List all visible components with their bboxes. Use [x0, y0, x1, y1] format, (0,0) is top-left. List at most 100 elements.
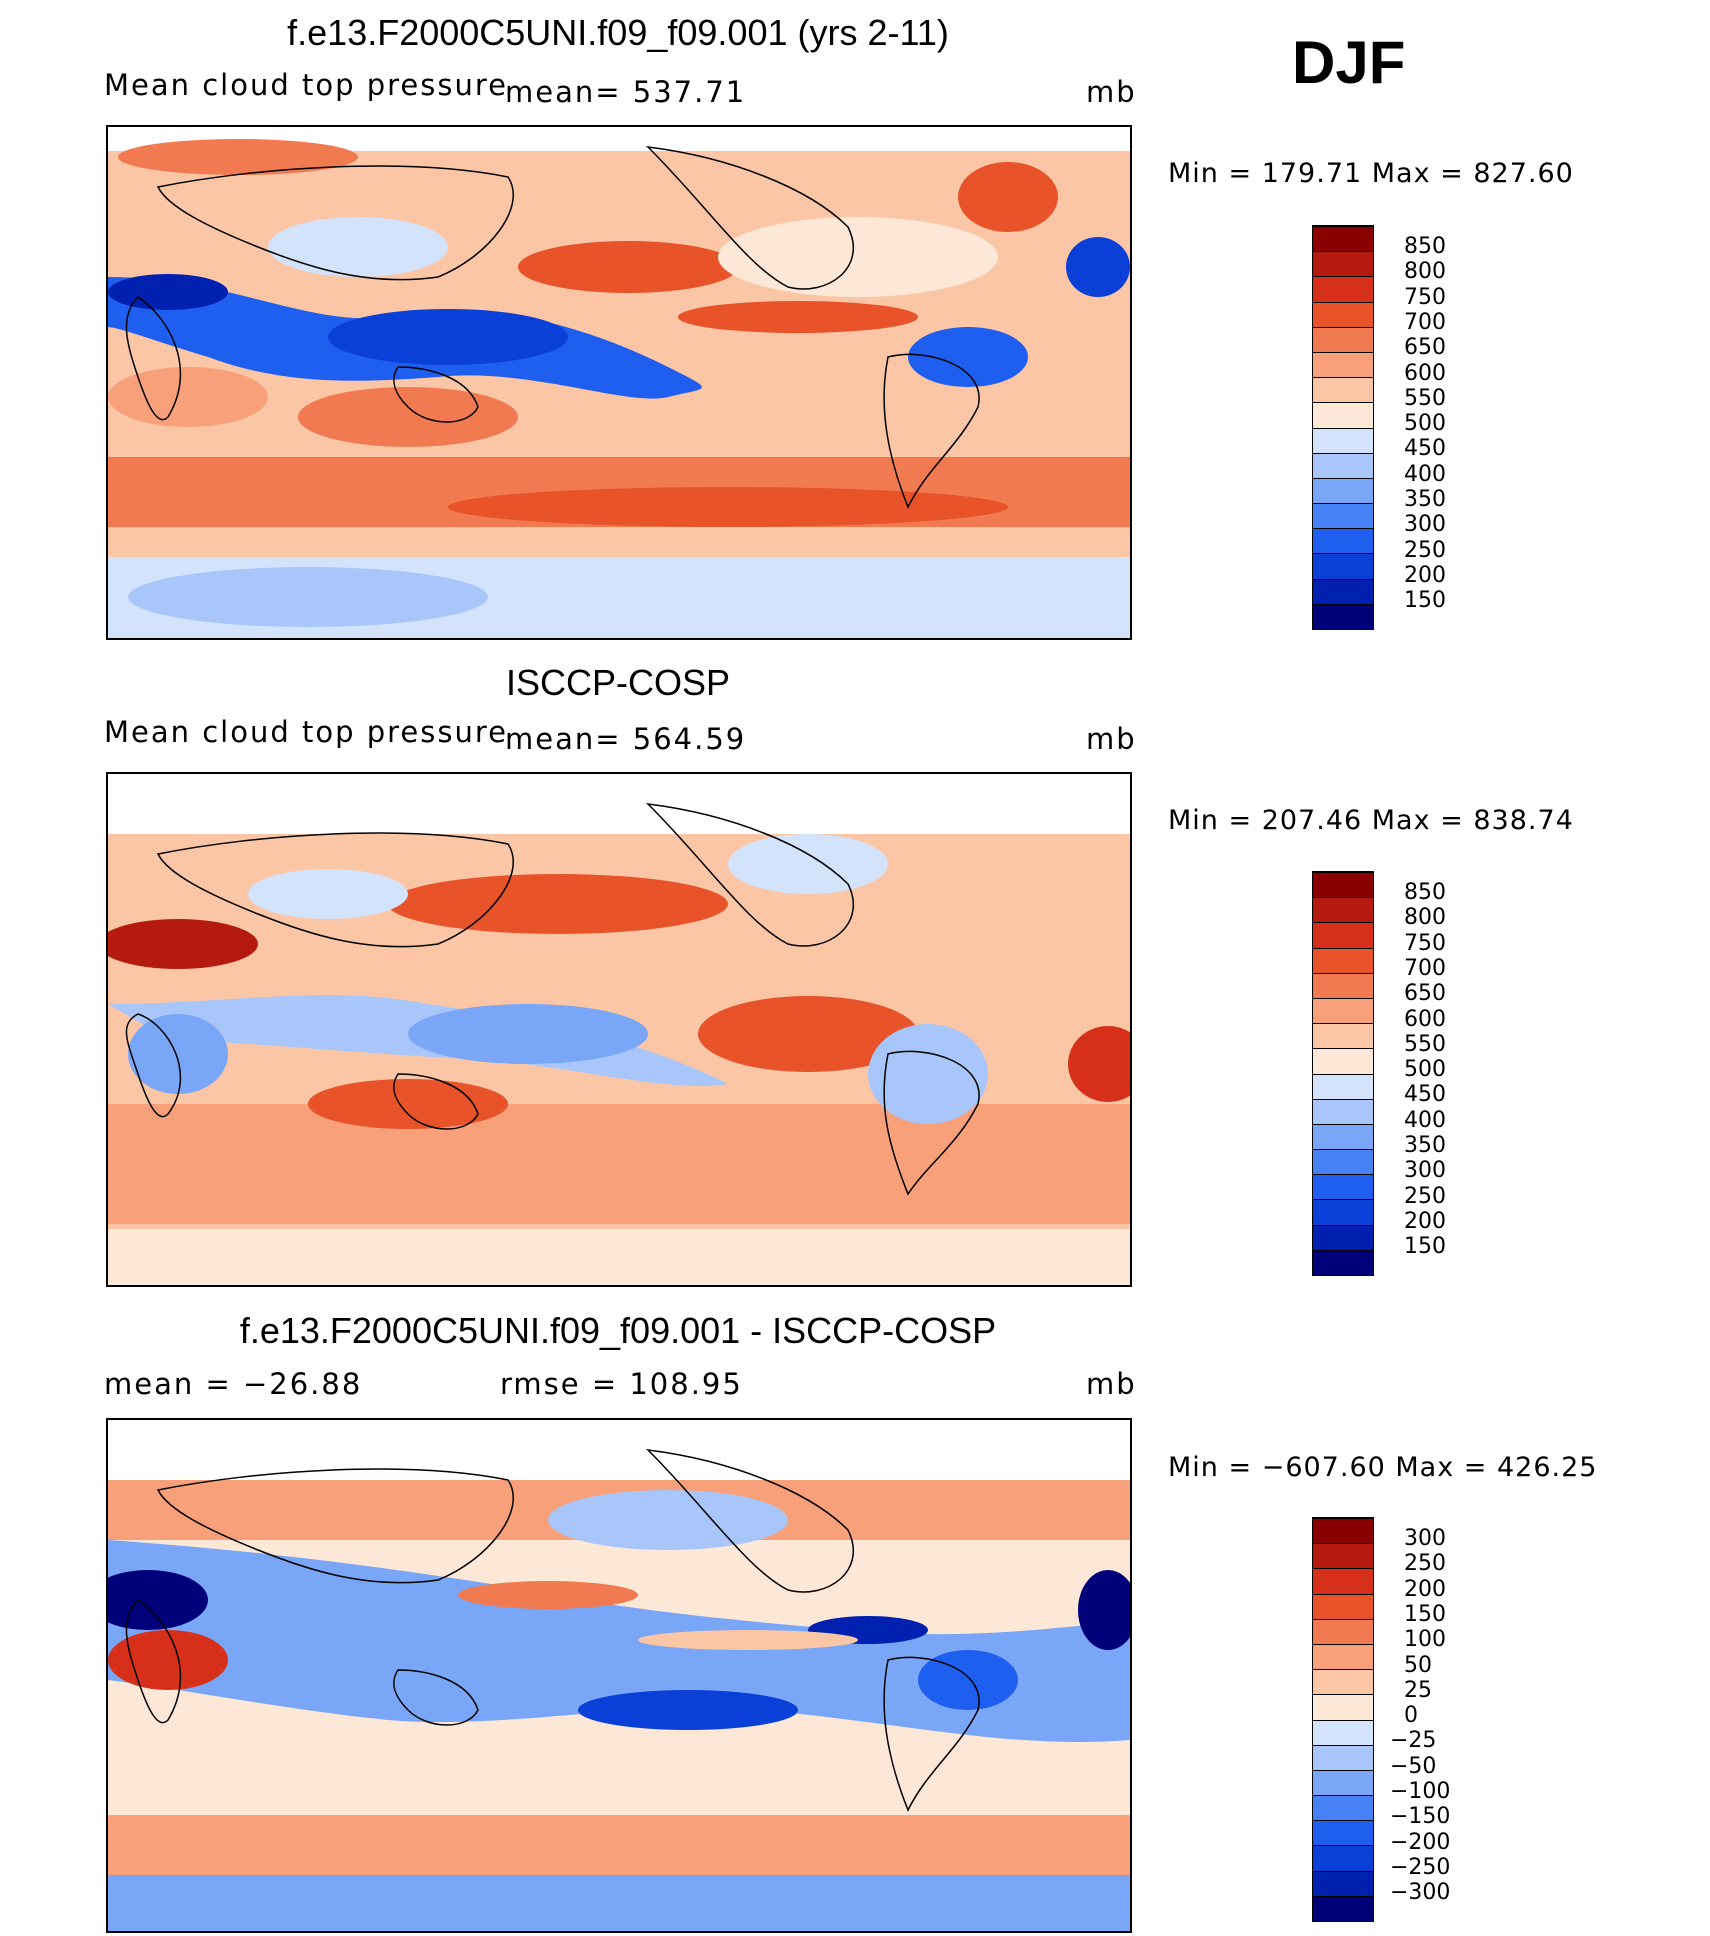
colorbar-tick-label: 250	[1404, 537, 1446, 563]
colorbar-swatch	[1313, 1543, 1373, 1569]
colorbar-tick-label: 200	[1404, 1208, 1446, 1234]
colorbar-swatch	[1313, 1769, 1373, 1796]
colorbar-tick-label: 550	[1404, 1031, 1446, 1057]
colorbar-tick-label: 450	[1404, 436, 1446, 462]
colorbar-swatch	[1313, 1249, 1373, 1275]
panel-1-variable-label: Mean cloud top pressure	[104, 68, 508, 102]
africa-convection	[128, 1014, 228, 1094]
coastlines	[125, 145, 980, 509]
colorbar-swatch	[1313, 276, 1373, 302]
amazon-convection	[868, 1024, 988, 1124]
no-data-region	[108, 1420, 1130, 1480]
colorbar-tick-label: 850	[1404, 880, 1446, 905]
colorbar-tick-label: 700	[1404, 309, 1446, 335]
atlantic-convection	[1066, 237, 1130, 297]
panel-3-title: f.e13.F2000C5UNI.f09_f09.001 - ISCCP-COS…	[239, 1310, 997, 1351]
colorbar-swatch	[1313, 922, 1373, 948]
africa-convection	[108, 274, 228, 310]
colorbar-tick-label: 150	[1404, 588, 1446, 614]
colorbar-swatch	[1313, 553, 1373, 579]
colorbar-tick-label: 150	[1404, 1601, 1446, 1627]
colorbar-tick-label: 650	[1404, 981, 1446, 1007]
coastlines	[125, 1448, 980, 1812]
colorbar-tick-label: 400	[1404, 1107, 1446, 1133]
colorbar-tick-label: −25	[1390, 1728, 1437, 1754]
colorbar-tick-label: 600	[1404, 1006, 1446, 1032]
colorbar-swatch	[1313, 897, 1373, 923]
colorbar-tick-label: 100	[1404, 1627, 1446, 1653]
colorbar-tick-label: 250	[1404, 1551, 1446, 1577]
southern-ocean-band	[108, 1104, 1130, 1224]
colorbar-swatch	[1313, 1224, 1373, 1250]
colorbar-swatch	[1313, 377, 1373, 403]
colorbar-swatch	[1313, 528, 1373, 554]
colorbar-swatch	[1313, 1694, 1373, 1720]
east-pacific-stratocumulus	[678, 301, 918, 333]
panel-2-variable-label: Mean cloud top pressure	[104, 715, 508, 749]
panel-1-units: mb	[1086, 75, 1137, 109]
antarctic-region	[108, 1229, 1130, 1285]
colorbar-tick-label: −50	[1390, 1753, 1437, 1779]
colorbar-swatch	[1313, 503, 1373, 529]
panel-3-map-svg	[108, 1420, 1130, 1931]
colorbar-tick-label: 300	[1404, 1526, 1446, 1551]
colorbar-tick-label: −250	[1390, 1854, 1451, 1880]
colorbar-swatch	[1313, 1048, 1373, 1074]
colorbar-swatch	[1313, 1123, 1373, 1150]
colorbar-swatch	[1313, 603, 1373, 629]
colorbar-swatch	[1313, 1669, 1373, 1695]
colorbar-tick-label: 200	[1404, 1576, 1446, 1602]
panel-3-map	[106, 1418, 1132, 1933]
colorbar-tick-label: 0	[1404, 1703, 1418, 1729]
amazon-convection	[908, 327, 1028, 387]
colorbar-tick-label: 450	[1404, 1082, 1446, 1108]
storm-track-core	[448, 487, 1008, 527]
panel-2-colorbar	[1312, 871, 1374, 1276]
panel-2-map-svg	[108, 774, 1130, 1285]
panel-1-title: f.e13.F2000C5UNI.f09_f09.001 (yrs 2-11)	[287, 12, 949, 53]
colorbar-swatch	[1313, 1098, 1373, 1124]
colorbar-swatch	[1313, 1518, 1373, 1544]
asia-pale	[248, 869, 408, 919]
colorbar-swatch	[1313, 251, 1373, 277]
colorbar-tick-label: 50	[1404, 1652, 1432, 1678]
colorbar-swatch	[1313, 1845, 1373, 1871]
colorbar-tick-label: 800	[1404, 259, 1446, 285]
subtropical-pale	[718, 217, 998, 297]
coastlines	[125, 802, 980, 1196]
colorbar-swatch	[1313, 1593, 1373, 1619]
colorbar-swatch	[1313, 1744, 1373, 1770]
colorbar-swatch	[1313, 1618, 1373, 1644]
colorbar-tick-label: 400	[1404, 461, 1446, 487]
colorbar-tick-label: 250	[1404, 1183, 1446, 1209]
south-atlantic-high	[108, 367, 268, 427]
eurasia-high	[118, 139, 358, 175]
panel-3-colorbar	[1312, 1517, 1374, 1922]
panel-2-title: ISCCP-COSP	[505, 662, 731, 703]
colorbar-swatch	[1313, 1568, 1373, 1594]
panel-1-minmax: Min = 179.71 Max = 827.60	[1168, 158, 1574, 189]
colorbar-swatch	[1313, 326, 1373, 352]
colorbar-tick-label: −150	[1390, 1804, 1451, 1830]
south-pacific-convergence	[578, 1690, 798, 1730]
antarctic-low	[128, 567, 488, 627]
colorbar-swatch	[1313, 1199, 1373, 1225]
colorbar-swatch	[1313, 1795, 1373, 1821]
east-pacific-stratocumulus	[698, 996, 918, 1072]
panel-3-minmax: Min = −607.60 Max = 426.25	[1168, 1452, 1598, 1483]
colorbar-tick-label: −200	[1390, 1829, 1451, 1855]
colorbar-tick-label: 350	[1404, 1133, 1446, 1158]
season-label: DJF	[1292, 29, 1406, 96]
colorbar-swatch	[1313, 452, 1373, 478]
panel-2-mean: mean= 564.59	[505, 722, 747, 756]
panel-1-colorbar	[1312, 225, 1374, 630]
colorbar-tick-label: 550	[1404, 385, 1446, 411]
north-pacific-negative	[548, 1490, 788, 1550]
colorbar-swatch	[1313, 997, 1373, 1024]
colorbar-swatch	[1313, 1149, 1373, 1175]
colorbar-swatch	[1313, 1023, 1373, 1049]
colorbar-tick-label: 650	[1404, 335, 1446, 361]
colorbar-swatch	[1313, 1174, 1373, 1200]
colorbar-swatch	[1313, 1870, 1373, 1896]
warm-pool-deep	[328, 309, 568, 365]
